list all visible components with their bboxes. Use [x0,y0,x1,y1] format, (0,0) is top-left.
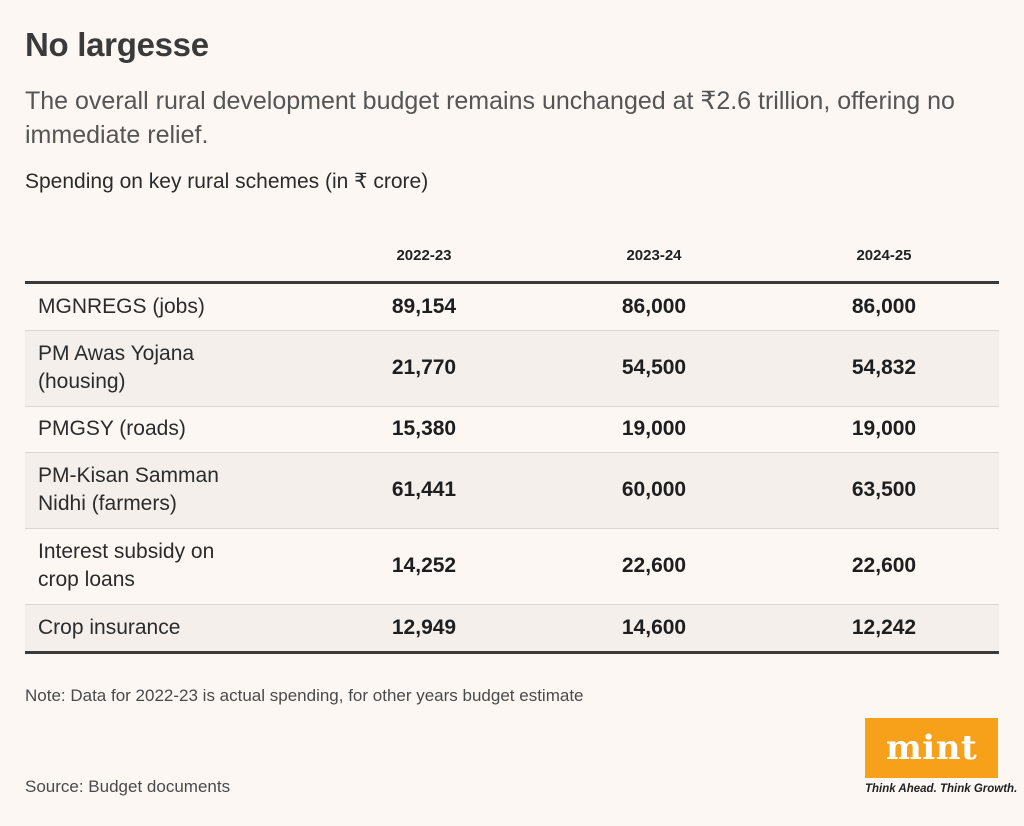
header-year: 2023-24 [626,246,682,264]
cell-value: 22,600 [539,528,769,605]
table-header-row: 2022-23 2023-24 2024-25 [25,230,999,282]
logo-wordmark: mint [885,728,978,768]
row-label-line: PM-Kisan Samman [38,464,219,487]
cell-value: 63,500 [769,452,999,529]
cell-value: 19,000 [769,406,999,453]
cell-value: 54,500 [539,330,769,407]
row-label: PM Awas Yojana (housing) [25,330,309,407]
cell-value: 22,600 [769,528,999,605]
row-label-line: PMGSY (roads) [38,417,186,440]
cell-value: 12,242 [769,604,999,654]
cell-value: 14,600 [539,604,769,654]
logo-tagline: Think Ahead. Think Growth. [865,783,1018,795]
schemes-table: 2022-23 2023-24 2024-25 MGNREGS (jobs) 8… [25,230,999,654]
cell-value: 14,252 [309,528,539,605]
row-label: PM-Kisan Samman Nidhi (farmers) [25,452,309,529]
row-label: Crop insurance [25,604,309,654]
row-label: MGNREGS (jobs) [25,282,309,331]
chart-subtitle: The overall rural development budget rem… [25,87,955,149]
table-row: PM Awas Yojana (housing) 21,770 54,500 5… [25,330,999,407]
cell-value: 89,154 [309,282,539,331]
row-label-line: (housing) [38,370,126,393]
footnote: Note: Data for 2022-23 is actual spendin… [25,686,584,705]
row-label-line: Crop insurance [38,615,181,639]
cell-value: 15,380 [309,406,539,453]
row-label-line: Interest subsidy on [38,540,215,563]
cell-value: 61,441 [309,452,539,529]
header-year: 2024-25 [856,246,912,264]
row-label-line: Nidhi (farmers) [38,492,177,515]
chart-title: No largesse [25,26,209,63]
mint-logo: mint [865,718,998,778]
row-label-line: crop loans [38,568,135,591]
source-note: Source: Budget documents [25,777,231,796]
cell-value: 60,000 [539,452,769,529]
cell-value: 86,000 [769,282,999,331]
table-row: MGNREGS (jobs) 89,154 86,000 86,000 [25,282,999,331]
header-year: 2022-23 [396,246,452,264]
table-row: PMGSY (roads) 15,380 19,000 19,000 [25,406,999,453]
table-row: Crop insurance 12,949 14,600 12,242 [25,604,999,654]
cell-value: 54,832 [769,330,999,407]
row-label: Interest subsidy on crop loans [25,528,309,605]
row-label-line: PM Awas Yojana [38,342,195,365]
cell-value: 86,000 [539,282,769,331]
header-scheme [25,230,309,282]
cell-value: 12,949 [309,604,539,654]
cell-value: 21,770 [309,330,539,407]
row-label: PMGSY (roads) [25,406,309,453]
table-row: Interest subsidy on crop loans 14,252 22… [25,528,999,605]
unit-label: Spending on key rural schemes (in ₹ cror… [25,170,429,193]
table-row: PM-Kisan Samman Nidhi (farmers) 61,441 6… [25,452,999,529]
cell-value: 19,000 [539,406,769,453]
row-label-line: MGNREGS (jobs) [38,294,205,318]
